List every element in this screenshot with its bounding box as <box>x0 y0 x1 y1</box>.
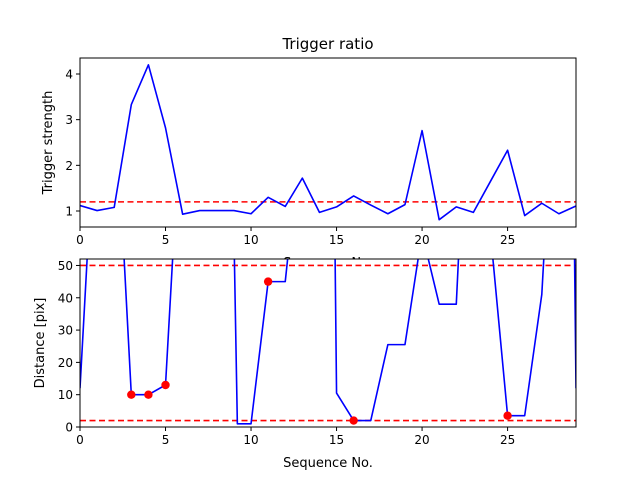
y-tick-label: 40 <box>58 291 73 305</box>
bottom-axes-background <box>80 259 576 427</box>
plot-area-0 <box>80 64 576 221</box>
y-tick-label: 50 <box>58 259 73 273</box>
x-tick-label: 25 <box>500 433 515 447</box>
x-tick-label: 20 <box>414 433 429 447</box>
y-axis-label-1: Distance [pix] <box>33 298 48 389</box>
axes-frame-0 <box>79 57 577 228</box>
data-point-marker <box>503 411 512 420</box>
data-point-marker <box>144 390 153 399</box>
y-tick-label: 1 <box>65 205 73 219</box>
x-tick-label: 15 <box>329 233 344 247</box>
data-point-marker <box>263 277 273 286</box>
y-tick-label: 10 <box>58 388 73 402</box>
series-line-0-0 <box>80 64 576 221</box>
x-axis-label-1: Sequence No. <box>283 456 373 471</box>
y-axis-label-0: Trigger strength <box>41 91 56 196</box>
y-tick-label: 20 <box>58 356 73 370</box>
x-tick-label: 20 <box>414 233 429 247</box>
data-point-marker <box>349 416 358 425</box>
x-tick-label: 5 <box>162 433 170 447</box>
x-tick-label: 0 <box>76 433 84 447</box>
x-tick-label: 5 <box>162 233 170 247</box>
y-tick-label: 3 <box>65 113 73 127</box>
y-tick-label: 4 <box>65 67 73 81</box>
plot-area-1 <box>80 259 576 425</box>
x-tick-label: 10 <box>243 233 258 247</box>
chart-title: Trigger ratio <box>281 35 373 53</box>
data-point-marker <box>127 390 136 399</box>
axes-frame-1 <box>79 258 577 428</box>
x-tick-label: 25 <box>500 233 515 247</box>
y-tick-label: 0 <box>65 421 73 435</box>
y-tick-label: 2 <box>65 159 73 173</box>
x-tick-label: 0 <box>76 233 84 247</box>
data-point-marker <box>161 380 170 390</box>
x-tick-label: 15 <box>329 433 344 447</box>
bottom-axes: 0 5 10 15 20 25 0 10 20 30 40 50 Sequence No. Distanc… <box>33 258 577 471</box>
x-tick-label: 10 <box>243 433 258 447</box>
y-tick-label: 30 <box>58 324 73 338</box>
